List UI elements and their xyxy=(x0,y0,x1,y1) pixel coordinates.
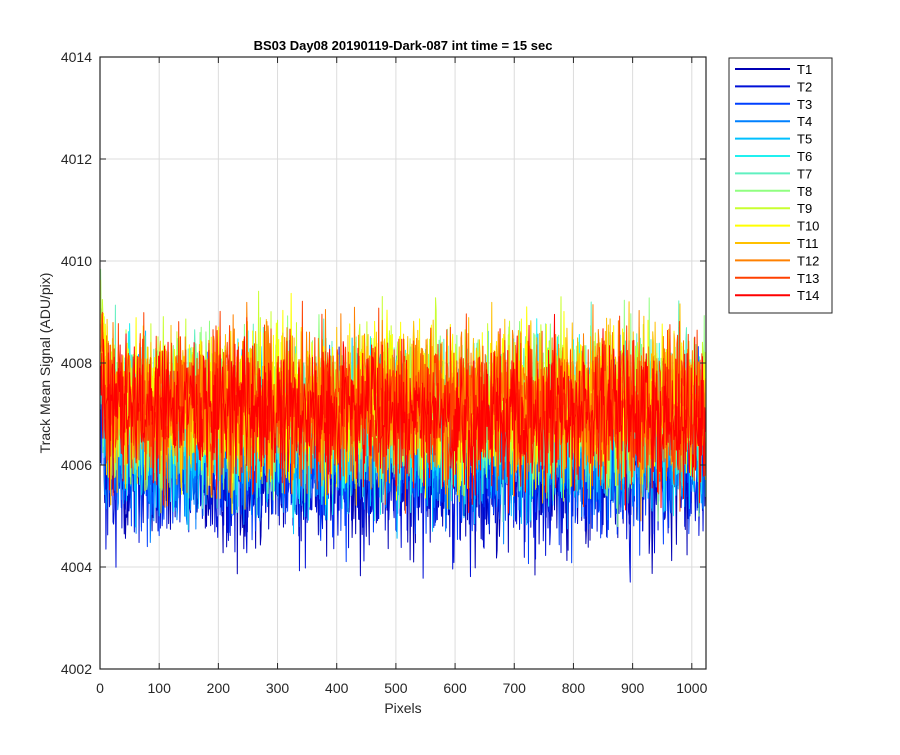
y-axis-label: Track Mean Signal (ADU/pix) xyxy=(37,273,53,454)
y-tick-label: 4010 xyxy=(61,253,92,269)
x-tick-label: 800 xyxy=(562,680,586,696)
legend-label-t2: T2 xyxy=(797,79,812,94)
y-tick-label: 4002 xyxy=(61,661,92,677)
series-line-t14 xyxy=(100,313,707,514)
x-tick-label: 500 xyxy=(384,680,408,696)
x-tick-label: 100 xyxy=(148,680,172,696)
legend-label-t11: T11 xyxy=(797,236,818,251)
legend-label-t14: T14 xyxy=(797,288,819,303)
x-axis-label: Pixels xyxy=(384,700,421,716)
y-tick-label: 4006 xyxy=(61,457,92,473)
series-layer xyxy=(100,268,707,583)
ticks: 0 100 200 300 400 500 600 700 800 900 1000 4002 4004… xyxy=(61,49,708,696)
y-tick-label: 4004 xyxy=(61,559,92,575)
y-tick-label: 4012 xyxy=(61,151,92,167)
legend-box xyxy=(728,57,833,314)
chart-title: BS03 Day08 20190119-Dark-087 int time = … xyxy=(254,38,553,53)
x-tick-label: 900 xyxy=(621,680,645,696)
legend: T1 T2 T3 T4 T5 T6 T7 T8 T9 T10 T11 T12 T13 T14 xyxy=(728,57,833,314)
x-tick-label: 400 xyxy=(325,680,349,696)
legend-label-t4: T4 xyxy=(797,114,812,129)
legend-label-t13: T13 xyxy=(797,271,819,286)
legend-label-t12: T12 xyxy=(797,253,819,268)
y-tick-label: 4008 xyxy=(61,355,92,371)
x-tick-label: 0 xyxy=(96,680,104,696)
legend-label-t6: T6 xyxy=(797,149,812,164)
x-tick-label: 200 xyxy=(207,680,231,696)
x-tick-label: 1000 xyxy=(676,680,707,696)
legend-label-t3: T3 xyxy=(797,97,812,112)
legend-label-t8: T8 xyxy=(797,184,812,199)
legend-label-t5: T5 xyxy=(797,132,812,147)
x-tick-label: 700 xyxy=(503,680,527,696)
legend-label-t7: T7 xyxy=(797,166,812,181)
legend-label-t1: T1 xyxy=(797,62,812,77)
legend-label-t10: T10 xyxy=(797,219,819,234)
x-tick-label: 300 xyxy=(266,680,290,696)
legend-label-t9: T9 xyxy=(797,201,812,216)
x-tick-label: 600 xyxy=(443,680,467,696)
y-tick-label: 4014 xyxy=(61,49,92,65)
